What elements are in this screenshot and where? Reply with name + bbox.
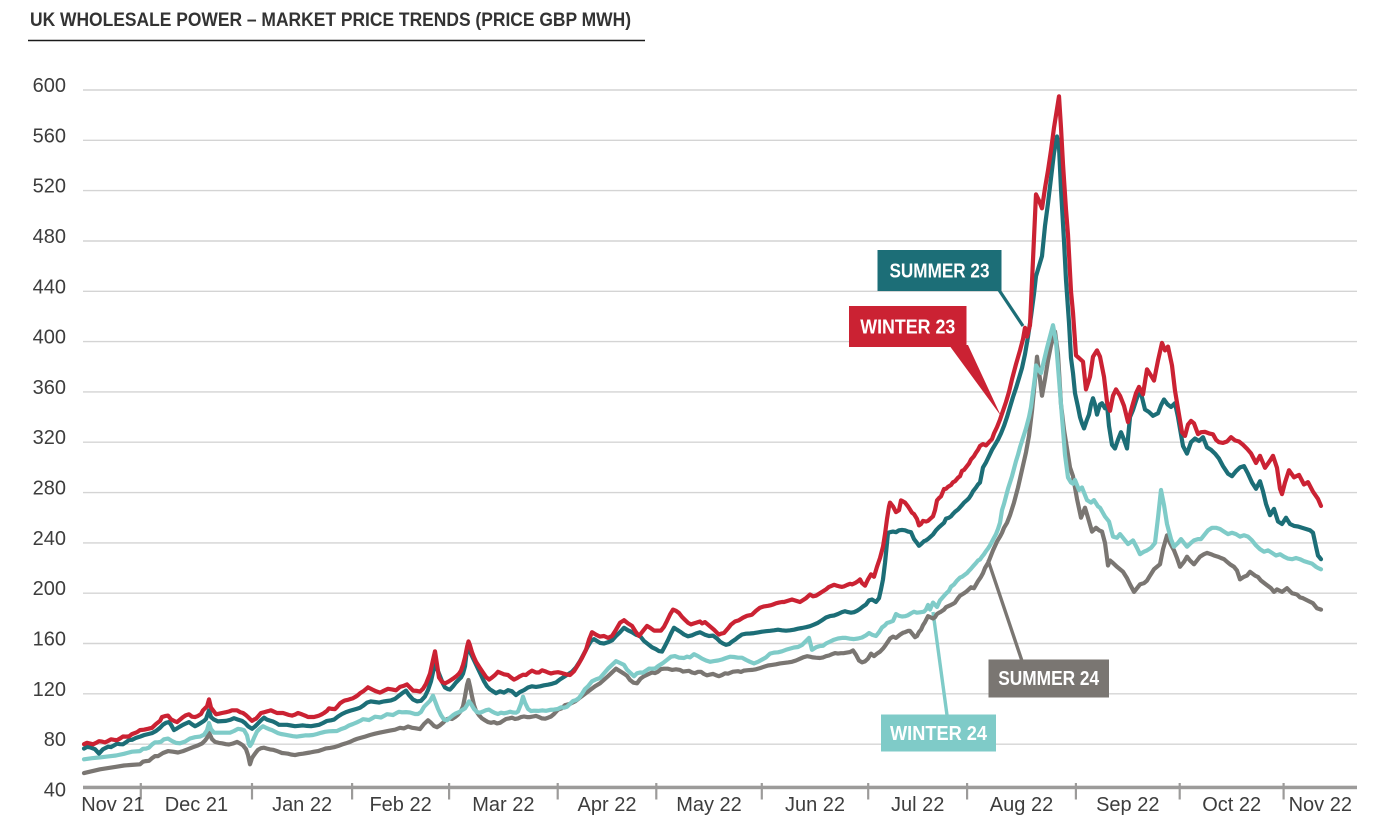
svg-text:May 22: May 22 <box>676 794 742 816</box>
svg-text:Jul 22: Jul 22 <box>891 794 944 816</box>
svg-text:600: 600 <box>33 75 66 97</box>
svg-text:160: 160 <box>33 629 66 651</box>
svg-text:320: 320 <box>33 427 66 449</box>
svg-text:Dec 21: Dec 21 <box>165 794 228 816</box>
svg-text:Feb 22: Feb 22 <box>369 794 431 816</box>
svg-text:80: 80 <box>44 729 66 751</box>
svg-text:SUMMER 23: SUMMER 23 <box>890 261 990 283</box>
svg-text:Oct 22: Oct 22 <box>1202 794 1261 816</box>
svg-text:200: 200 <box>33 578 66 600</box>
svg-text:120: 120 <box>33 679 66 701</box>
svg-text:UK WHOLESALE POWER – MARKET PR: UK WHOLESALE POWER – MARKET PRICE TRENDS… <box>30 10 631 31</box>
svg-text:Jan 22: Jan 22 <box>272 794 332 816</box>
svg-text:240: 240 <box>33 528 66 550</box>
svg-text:WINTER 23: WINTER 23 <box>860 317 955 339</box>
svg-text:Mar 22: Mar 22 <box>472 794 534 816</box>
svg-text:400: 400 <box>33 327 66 349</box>
svg-text:WINTER 24: WINTER 24 <box>890 723 988 745</box>
svg-text:Apr 22: Apr 22 <box>578 794 637 816</box>
svg-text:480: 480 <box>33 226 66 248</box>
svg-text:Aug 22: Aug 22 <box>990 794 1053 816</box>
svg-text:560: 560 <box>33 125 66 147</box>
svg-text:Jun 22: Jun 22 <box>785 794 845 816</box>
svg-text:360: 360 <box>33 377 66 399</box>
svg-text:SUMMER 24: SUMMER 24 <box>998 668 1100 690</box>
svg-text:Nov 22: Nov 22 <box>1289 794 1352 816</box>
svg-text:440: 440 <box>33 276 66 298</box>
svg-text:520: 520 <box>33 176 66 198</box>
svg-text:Sep 22: Sep 22 <box>1096 794 1159 816</box>
svg-text:Nov 21: Nov 21 <box>81 794 144 816</box>
svg-text:40: 40 <box>44 780 66 802</box>
svg-text:280: 280 <box>33 478 66 500</box>
